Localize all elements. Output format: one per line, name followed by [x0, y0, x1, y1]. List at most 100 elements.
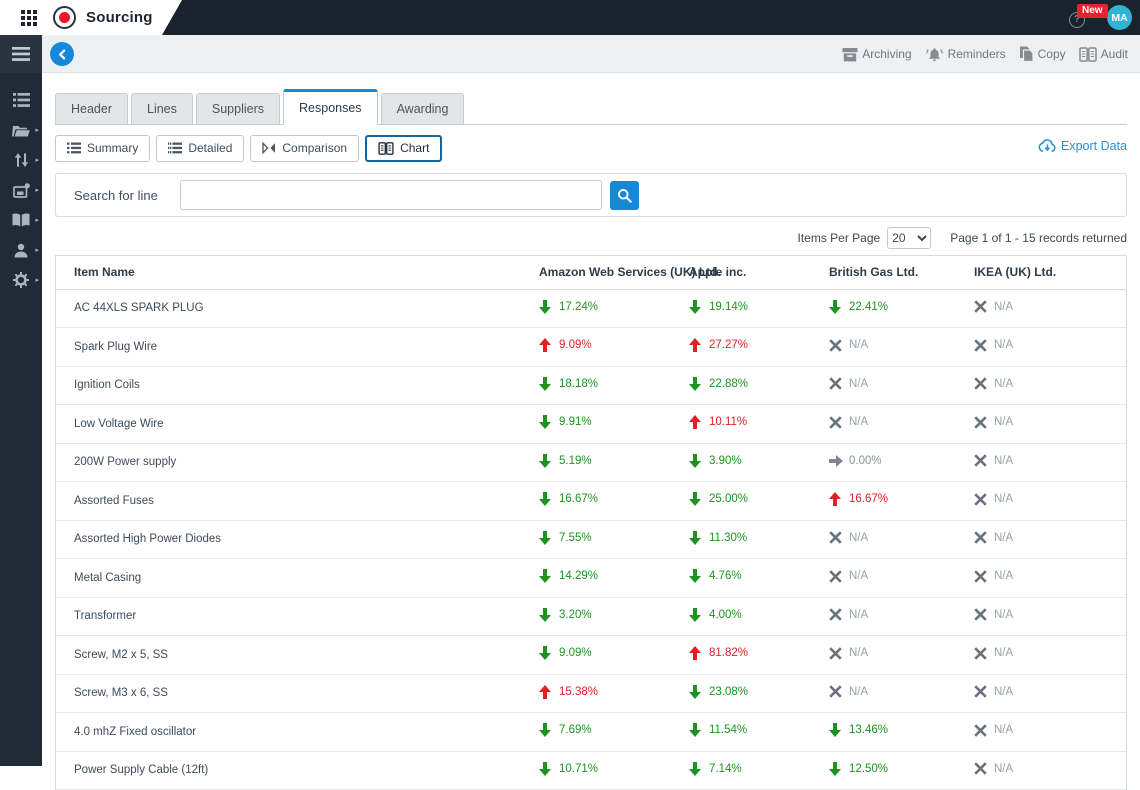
book-icon	[12, 213, 30, 227]
topbar-actions: ? New MA	[1067, 0, 1132, 35]
main-content: Archiving Reminders Copy	[42, 35, 1140, 790]
archiving-button[interactable]: Archiving	[842, 47, 912, 62]
sidebar-item-folders[interactable]: ▸	[0, 115, 42, 145]
na-indicator: N/A	[829, 377, 868, 390]
supplier-value-cell: N/A	[974, 712, 1126, 752]
change-value: N/A	[994, 647, 1014, 660]
menu-icon	[12, 47, 30, 61]
summary-view-button[interactable]: Summary	[55, 134, 151, 162]
page-status: Page 1 of 1 - 15 records returned	[950, 230, 1127, 245]
sidebar-item-list[interactable]	[0, 85, 42, 115]
x-icon	[974, 724, 989, 737]
supplier-value-cell: 7.14%	[689, 751, 829, 790]
tab-bar: Header Lines Suppliers Responses Awardin…	[55, 89, 1127, 125]
change-indicator: 81.82%	[689, 646, 748, 661]
item-name-cell: AC 44XLS SPARK PLUG	[56, 289, 539, 328]
cloud-download-icon	[1038, 139, 1056, 152]
arrow-down-icon	[829, 761, 844, 776]
items-per-page-select[interactable]: 20	[887, 226, 932, 249]
sidebar-item-catalog[interactable]: ▸	[0, 205, 42, 235]
search-button[interactable]	[609, 180, 639, 210]
tab-awarding[interactable]: Awarding	[380, 93, 465, 124]
na-indicator: N/A	[974, 685, 1013, 698]
change-indicator: 3.20%	[539, 607, 592, 622]
sidebar: ▸ ▸ ▸ ▸	[0, 35, 42, 766]
change-value: N/A	[849, 531, 869, 544]
detailed-view-button[interactable]: Detailed	[156, 134, 245, 162]
table-row: Power Supply Cable (12ft) 10.71% 7.14% 12.5…	[56, 751, 1126, 790]
item-name-cell: Assorted High Power Diodes	[56, 520, 539, 559]
na-indicator: N/A	[974, 608, 1013, 621]
bell-icon	[925, 47, 943, 61]
copy-button[interactable]: Copy	[1019, 46, 1066, 62]
sidebar-item-transfers[interactable]: ▸	[0, 145, 42, 175]
item-name-cell: Metal Casing	[56, 558, 539, 598]
supplier-value-cell: 4.00%	[689, 597, 829, 636]
table-row: Screw, M2 x 5, SS 9.09% 81.82% N/A N/A	[56, 635, 1126, 675]
submenu-caret-icon: ▸	[35, 277, 39, 284]
item-name-cell: 200W Power supply	[56, 443, 539, 482]
arrow-down-icon	[689, 299, 704, 314]
na-indicator: N/A	[974, 339, 1013, 352]
sidebar-menu-toggle[interactable]	[0, 35, 42, 73]
table-row: AC 44XLS SPARK PLUG 17.24% 19.14% 22.41% N/A	[56, 289, 1126, 328]
arrow-down-icon	[689, 607, 704, 622]
change-indicator: 11.54%	[689, 723, 747, 738]
x-icon	[974, 762, 989, 775]
supplier-value-cell: N/A	[974, 597, 1126, 636]
transfer-arrows-icon	[14, 153, 28, 167]
comparison-view-button[interactable]: Comparison	[250, 134, 360, 162]
change-value: N/A	[849, 647, 869, 660]
search-input[interactable]	[179, 180, 602, 210]
sidebar-item-users[interactable]: ▸	[0, 235, 42, 265]
sidebar-item-export[interactable]: ▸	[0, 175, 42, 205]
archiving-label: Archiving	[862, 47, 912, 61]
change-value: 19.14%	[709, 300, 749, 313]
chart-label: Chart	[400, 141, 430, 155]
change-value: N/A	[849, 416, 869, 429]
table-row: Transformer 3.20% 4.00% N/A N/A	[56, 597, 1126, 636]
arrow-down-icon	[689, 492, 704, 507]
supplier-value-cell: 22.88%	[689, 366, 829, 405]
chart-view-button[interactable]: Chart	[365, 134, 443, 162]
export-data-button[interactable]: Export Data	[1038, 138, 1127, 153]
supplier-value-cell: 9.09%	[539, 327, 689, 367]
change-value: 3.20%	[559, 608, 592, 621]
x-icon	[829, 608, 844, 621]
audit-button[interactable]: Audit	[1078, 46, 1128, 62]
table-row: Assorted High Power Diodes 7.55% 11.30% N/A…	[56, 520, 1126, 559]
x-icon	[829, 377, 844, 390]
na-indicator: N/A	[974, 493, 1013, 506]
pagination-bar: Items Per Page 20 Page 1 of 1 - 15 recor…	[55, 226, 1127, 249]
change-value: N/A	[994, 608, 1014, 621]
supplier-value-cell: 16.67%	[829, 481, 974, 521]
supplier-value-cell: 12.50%	[829, 751, 974, 790]
change-indicator: 11.30%	[689, 530, 747, 545]
change-value: N/A	[994, 685, 1014, 698]
change-indicator: 16.67%	[829, 492, 888, 507]
change-indicator: 13.46%	[829, 723, 888, 738]
tab-header[interactable]: Header	[55, 93, 128, 124]
tab-lines[interactable]: Lines	[131, 93, 193, 124]
avatar[interactable]: MA	[1107, 5, 1132, 30]
na-indicator: N/A	[829, 531, 868, 544]
change-value: 4.00%	[709, 608, 742, 621]
tab-responses[interactable]: Responses	[283, 89, 378, 125]
change-value: 9.91%	[559, 416, 592, 429]
change-indicator: 23.08%	[689, 684, 748, 699]
arrow-up-icon	[539, 338, 554, 353]
change-value: N/A	[994, 339, 1014, 352]
comparison-icon	[262, 142, 276, 154]
app-grid-icon[interactable]	[21, 9, 37, 26]
supplier-value-cell: 19.14%	[689, 289, 829, 328]
help-button[interactable]: ? New	[1067, 3, 1108, 33]
back-button[interactable]	[50, 42, 74, 66]
na-indicator: N/A	[974, 416, 1013, 429]
supplier-value-cell: N/A	[829, 635, 974, 675]
reminders-button[interactable]: Reminders	[925, 47, 1006, 62]
tab-suppliers[interactable]: Suppliers	[195, 93, 281, 124]
change-indicator: 22.88%	[689, 376, 748, 391]
supplier-value-cell: 22.41%	[829, 289, 974, 328]
sidebar-item-settings[interactable]: ▸	[0, 265, 42, 295]
arrow-down-icon	[689, 684, 704, 699]
